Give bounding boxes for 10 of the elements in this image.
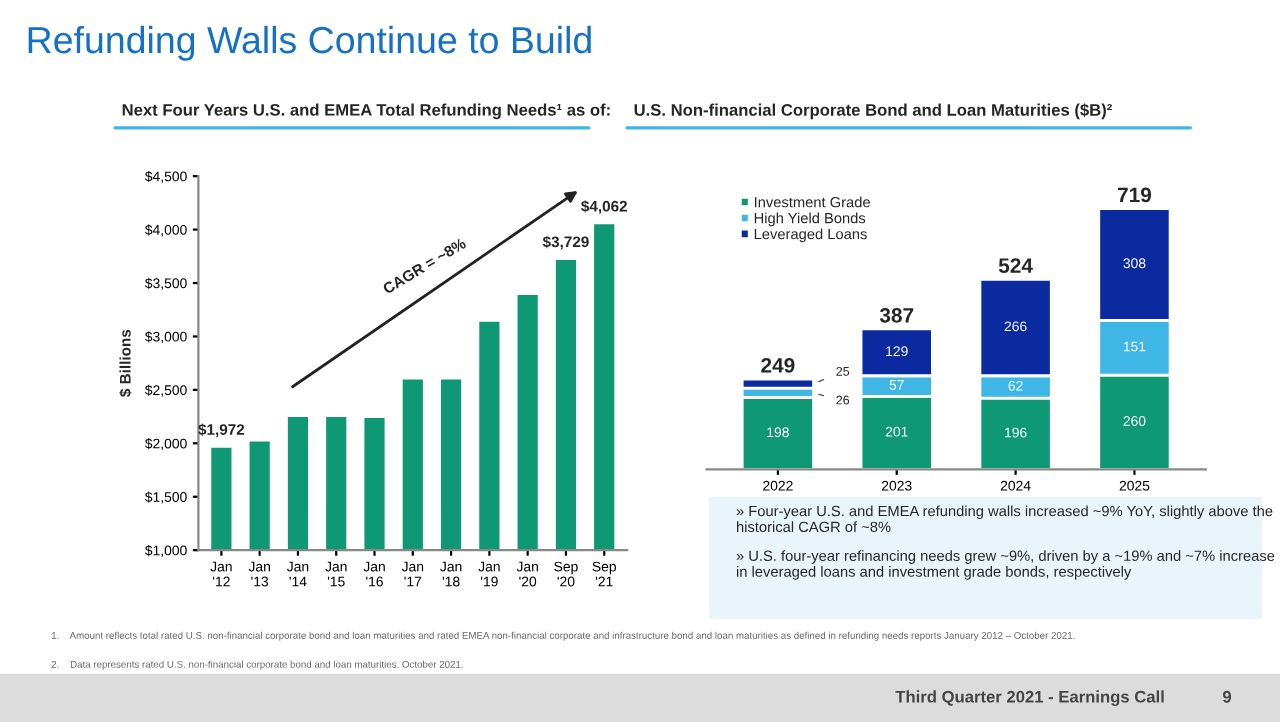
text: 9 [1222,690,1232,703]
total-label: 719 [1117,187,1152,203]
chart-title: U.S. Non-financial Corporate Bond and Loan Maturities ($B)² [634,103,1112,120]
total-label: 387 [879,307,914,323]
chart-title: Next Four Years U.S. and EMEA Total Refunding Needs¹ as of: [122,103,610,120]
total-label: 249 [761,357,795,373]
text: Third Quarter 2021 - Earnings Call [895,690,1164,706]
bar [740,396,815,470]
total-label: 524 [998,258,1033,273]
text: Refunding Walls Continue to Build [28,25,591,61]
